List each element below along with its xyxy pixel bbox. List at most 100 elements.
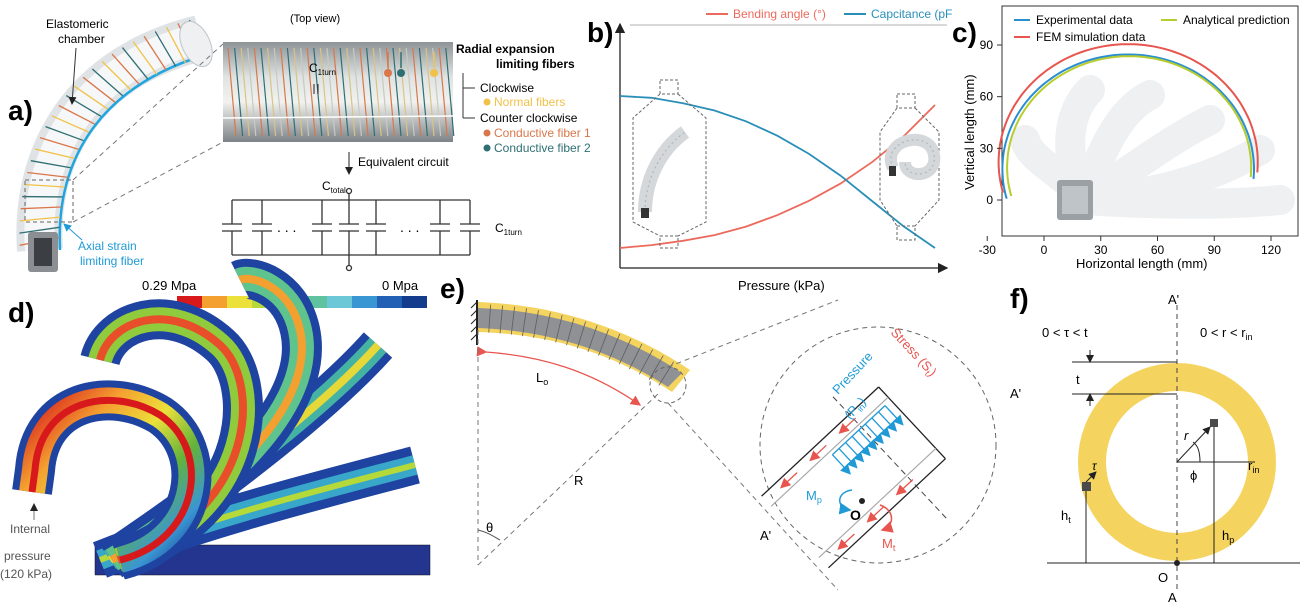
photo-rib-11 (300, 47, 310, 137)
photo-rib-27 (405, 47, 415, 137)
circuit-dots-left: . . . (277, 219, 296, 235)
c-series-line-1 (1001, 53, 1255, 199)
clockwise-label: Clockwise (480, 81, 534, 95)
internal-pressure-3: (120 kPa) (0, 567, 52, 581)
photo-rib-7 (273, 47, 283, 137)
tube-fiber-5 (24, 183, 65, 188)
c-series-line-2 (1006, 55, 1253, 197)
pressure-arrow-5 (864, 423, 884, 445)
c-ylabel: Vertical length (mm) (962, 74, 977, 190)
photo-rib-30 (425, 47, 435, 137)
photo-rib-1 (234, 47, 244, 137)
photo-rib-9 (286, 47, 296, 137)
tube-fiber-7 (30, 160, 71, 169)
e-zoom-content (761, 386, 947, 569)
capacitor-6 (460, 200, 480, 255)
b-legend-capacitance: Capcitance (pF (871, 7, 952, 21)
colorbar-swatch-1 (202, 296, 227, 308)
b-xlabel: Pressure (kPa) (738, 278, 825, 293)
beam-rib-5 (533, 310, 539, 338)
f-O-label: O (1158, 570, 1168, 585)
tube-fiber-1 (19, 226, 60, 234)
photo-rib-3 (247, 47, 257, 137)
stress-arrow-0-1 (809, 444, 827, 462)
tube-fiber-11 (51, 115, 90, 133)
tube-fiber-14 (74, 85, 109, 110)
axial-label-1: Axial strain (78, 239, 137, 253)
capacitor-4 (366, 200, 386, 255)
beam-rib-1 (488, 304, 491, 333)
c-series (997, 43, 1259, 199)
beam-rib-16 (648, 355, 664, 380)
conductive-2-label: Conductive fiber 2 (494, 141, 591, 155)
b-series-line-0 (619, 104, 936, 249)
photo-rib-25 (392, 47, 402, 137)
internal-pressure-2: pressure (4, 549, 51, 563)
counter-clockwise-label: Counter clockwise (480, 111, 578, 125)
panel-c-label: c) (952, 17, 977, 48)
conductive-1-label: Conductive fiber 1 (494, 126, 591, 140)
c-ytick-label-2: 30 (980, 141, 994, 155)
panel-d: d) 0.29 Mpa 0 Mpa Internal pressure (120 (0, 258, 431, 581)
internal-pressure-1: Internal (10, 522, 50, 536)
theta-label: θ (486, 520, 493, 535)
photo-rib-8 (280, 47, 290, 137)
tube-fiber-16 (91, 68, 124, 97)
c-xtick-label-4: 90 (1208, 243, 1222, 257)
radial-title-2: limiting fibers (496, 57, 575, 71)
zoom-box (24, 179, 74, 223)
pressure-arrow-0 (831, 454, 851, 475)
c-legend-analytical: Analytical prediction (1183, 13, 1290, 27)
stress-arrow-1-2 (895, 478, 914, 496)
photo-rib-12 (306, 47, 316, 137)
c1turn-photo-label: C1turn (309, 61, 336, 77)
pressure-arrow-6 (871, 417, 891, 438)
c-ytick-label-0: 90 (980, 38, 994, 52)
c-xlabel: Horizontal length (mm) (1076, 256, 1208, 271)
tube-fiber-15 (82, 76, 116, 103)
c-series-line-0 (997, 43, 1259, 193)
pressure-arrow-8 (884, 405, 904, 426)
Mp-label: Mp (806, 488, 822, 505)
panel-b-label: b) (587, 17, 613, 48)
photo-rib-19 (352, 47, 362, 137)
panel-a: a) Elastomeric chamber Axial strain limi… (8, 13, 591, 272)
photo-rib-4 (253, 47, 263, 137)
tube-helix (19, 19, 207, 246)
b-series-line-1 (619, 95, 936, 249)
capacitor-3 (339, 200, 359, 255)
f-rin-label: rin (1248, 458, 1259, 475)
colorbar-swatch-9 (402, 296, 427, 308)
c-legend-experimental: Experimental data (1036, 13, 1133, 27)
c-ytick-label-1: 60 (980, 90, 994, 104)
tube-fiber-21 (143, 35, 167, 71)
photo-rib-21 (366, 47, 376, 137)
colorbar-swatch-2 (227, 296, 252, 308)
f-hp-label: hp (1222, 528, 1234, 545)
panel-a-label: a) (8, 95, 33, 126)
tube-fiber-9 (39, 137, 79, 150)
pin-label: (Pin) (841, 394, 870, 423)
capacitor-2 (312, 200, 332, 255)
b-inset-right (879, 93, 941, 241)
fem-actuators (12, 258, 431, 580)
panel-f-label: f) (1010, 283, 1029, 314)
photo-fiber-ribs (227, 47, 455, 137)
radial-title-1: Radial expansion (456, 42, 555, 56)
A-prime-label-2: A' (760, 528, 771, 543)
tau-range: 0 < τ < t (1042, 325, 1088, 340)
pressure-arrow-7 (877, 411, 898, 432)
b-series (619, 95, 936, 249)
beam-grey (478, 308, 682, 387)
stress-arrow-1-1 (866, 506, 885, 523)
f-tau-label: τ (1092, 459, 1098, 473)
panel-f: f) A' A 0 < τ < t 0 < r < rin t r ϕ rin … (1010, 283, 1300, 604)
c-xtick-label-3: 60 (1151, 243, 1165, 257)
photo-rib-17 (339, 47, 349, 137)
c-xtick-label-2: 30 (1094, 243, 1108, 257)
panel-d-label: d) (8, 297, 34, 328)
elastomeric-label-2: chamber (58, 32, 105, 46)
photo-rib-28 (412, 47, 422, 137)
tube-fiber-18 (111, 53, 140, 85)
pressure-arrow-4 (858, 429, 878, 451)
